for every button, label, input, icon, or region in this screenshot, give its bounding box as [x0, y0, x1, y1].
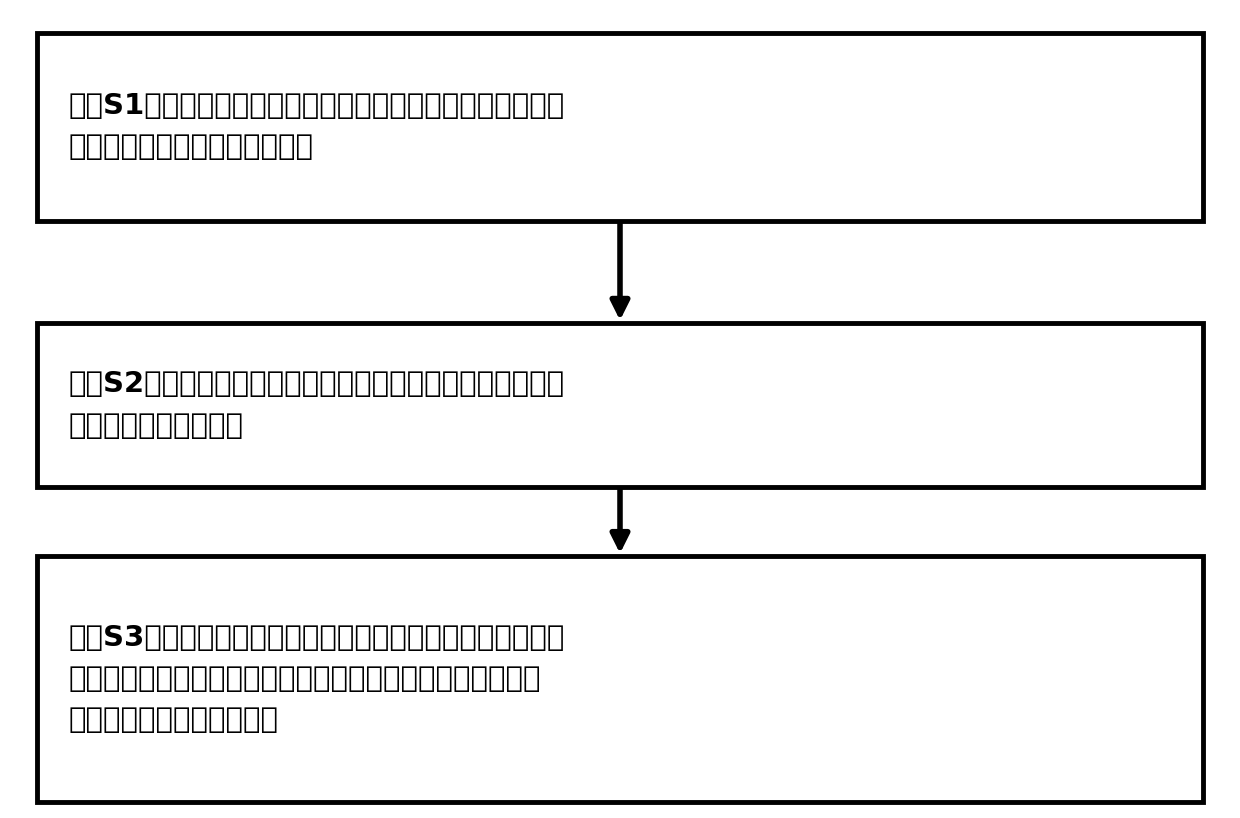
Text: 步骤S2，由几何关系分别将内外齿轮单齿啮合刚度转变为关于
外齿轮角位移的函数；: 步骤S2，由几何关系分别将内外齿轮单齿啮合刚度转变为关于 外齿轮角位移的函数；: [68, 371, 564, 439]
Text: 步骤S1，基于势能法分别计算直齿圆柱齿轮内啮合齿轮副中内
齿轮、外齿轮的单齿啮合刚度；: 步骤S1，基于势能法分别计算直齿圆柱齿轮内啮合齿轮副中内 齿轮、外齿轮的单齿啮合…: [68, 92, 564, 161]
Bar: [37, 556, 1203, 802]
Text: 步骤S3，通过齿轮角位移判断出齿轮对啮合所处阶段是单啮合
还是双啮合，并基于刚度串并联理论，计算直齿圆柱齿轮内啮
合齿轮副时变啮合刚度值。: 步骤S3，通过齿轮角位移判断出齿轮对啮合所处阶段是单啮合 还是双啮合，并基于刚度…: [68, 624, 564, 734]
Bar: [37, 323, 1203, 487]
Bar: [37, 33, 1203, 221]
